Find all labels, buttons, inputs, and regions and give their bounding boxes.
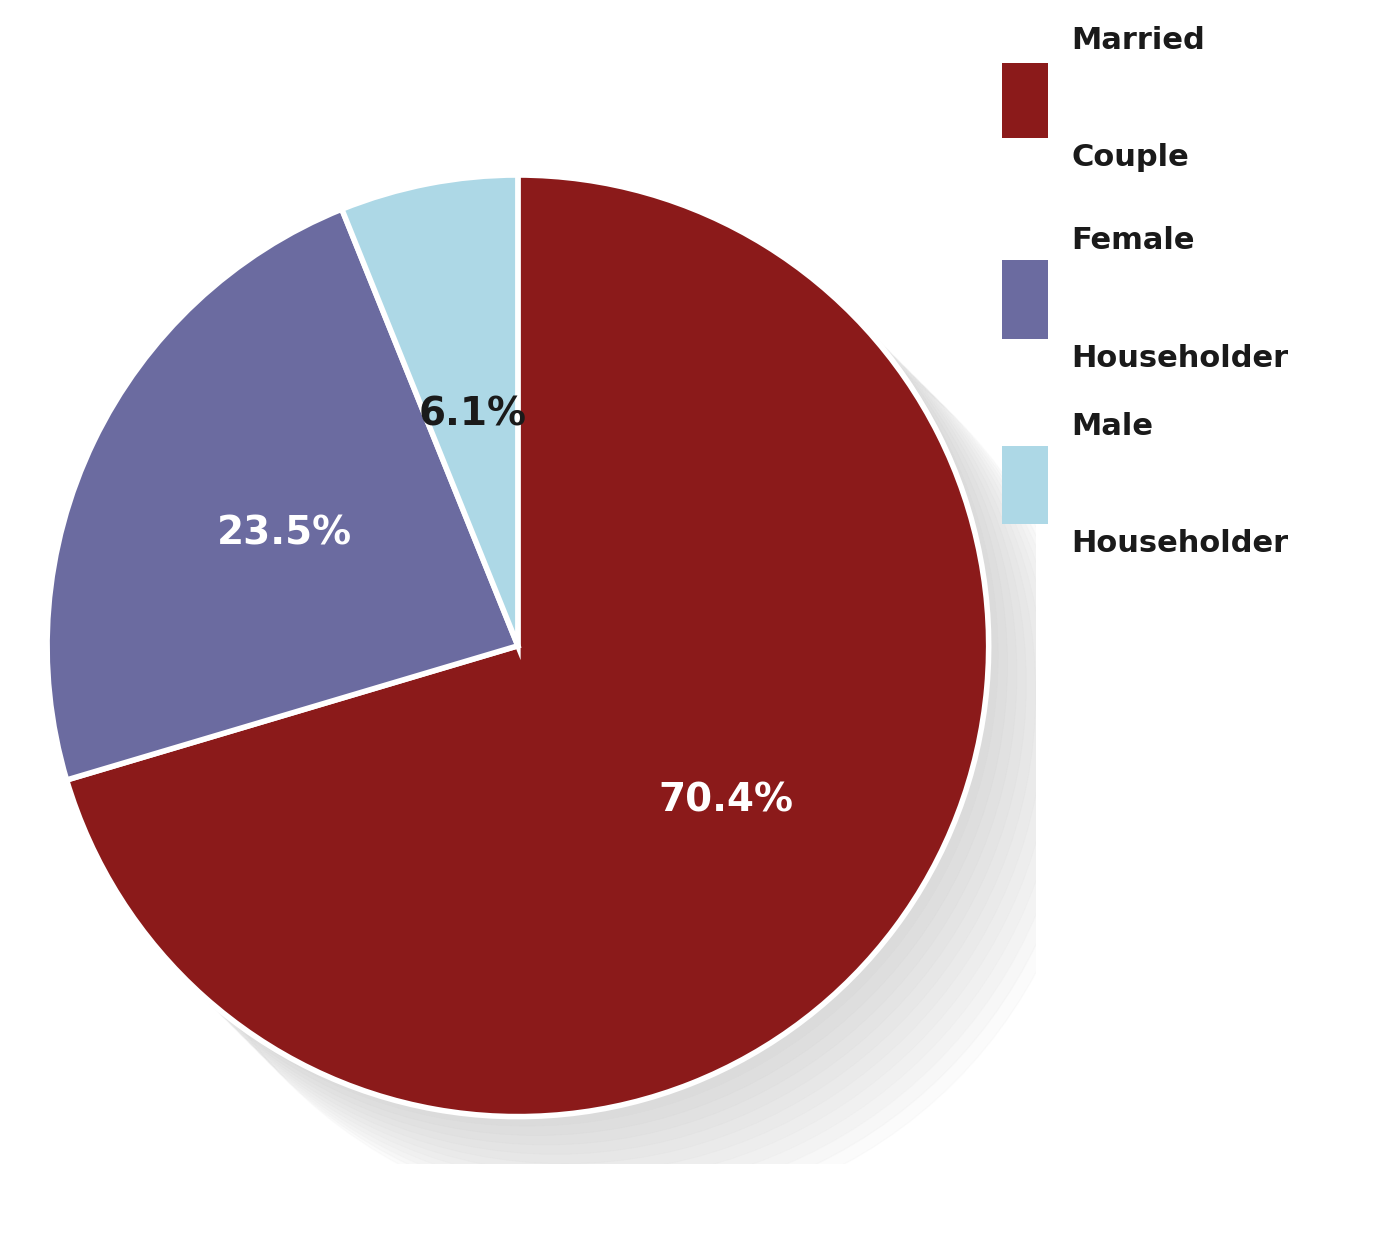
Text: Female: Female <box>1072 226 1195 256</box>
Text: Male: Male <box>1072 411 1153 441</box>
FancyBboxPatch shape <box>1003 261 1048 339</box>
Text: 70.4%: 70.4% <box>657 781 793 820</box>
FancyBboxPatch shape <box>1003 60 1048 138</box>
Wedge shape <box>47 209 518 780</box>
Wedge shape <box>66 176 989 1116</box>
Text: Couple: Couple <box>1072 143 1189 172</box>
FancyBboxPatch shape <box>1003 446 1048 524</box>
Text: Householder: Householder <box>1072 344 1288 372</box>
Wedge shape <box>342 176 518 646</box>
Text: Married: Married <box>1072 25 1206 55</box>
Text: Householder: Householder <box>1072 529 1288 558</box>
Text: 6.1%: 6.1% <box>418 396 528 434</box>
Text: 23.5%: 23.5% <box>217 514 352 552</box>
